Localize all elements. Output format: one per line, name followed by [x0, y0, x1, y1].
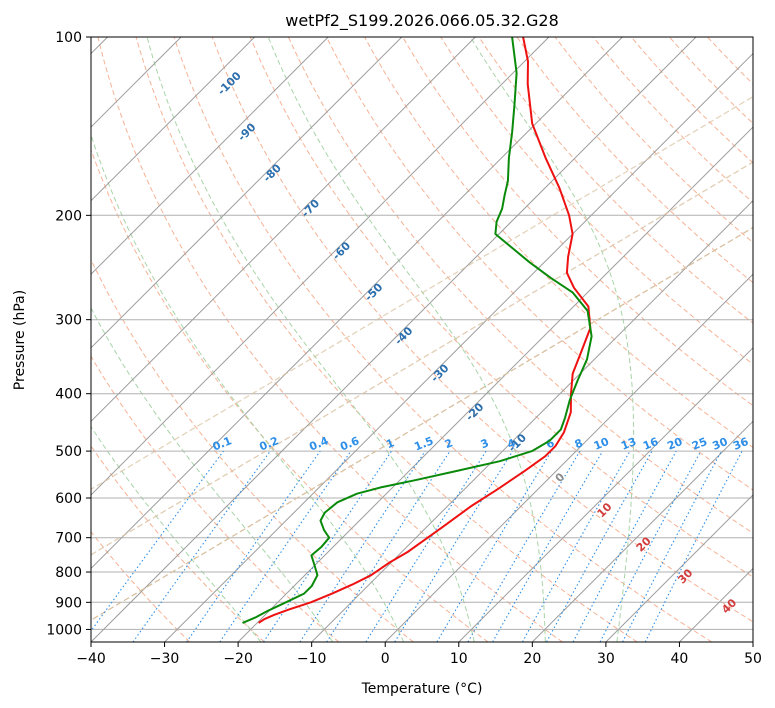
mixing-ratio-line	[299, 450, 426, 642]
isotherm-line	[91, 37, 476, 423]
x-tick-label: 0	[381, 651, 390, 667]
mixing-ratio-label: 20	[665, 435, 684, 453]
mixing-ratio-label: 10	[592, 435, 611, 453]
mixing-ratio-label: 30	[711, 435, 730, 453]
dry-adiabat-line	[211, 37, 753, 623]
mixing-ratio-line	[572, 450, 677, 642]
y-tick-label: 200	[55, 208, 82, 224]
y-tick-label: 700	[55, 531, 82, 547]
dry-adiabat-line	[326, 37, 753, 491]
x-tick-label: −40	[76, 651, 106, 667]
isotherm-line	[531, 420, 753, 642]
mixing-ratio-label: 2	[443, 436, 455, 451]
isotherm-line	[91, 37, 623, 570]
dry-adiabat-line	[516, 37, 753, 284]
y-tick-label: 300	[55, 313, 82, 329]
moist-adiabat-line	[146, 37, 475, 642]
mixing-ratio-line	[263, 450, 392, 642]
mixing-ratio-label: 36	[731, 435, 750, 453]
isotherm-line	[91, 37, 256, 202]
mixing-ratio-line	[394, 450, 514, 642]
dry-adiabat-line	[91, 445, 265, 642]
dry-adiabat-line	[402, 37, 753, 407]
mixing-ratio-line	[219, 450, 352, 642]
x-tick-label: −30	[150, 651, 180, 667]
dry-adiabat-line	[91, 355, 340, 642]
moist-adiabat-line	[91, 133, 405, 642]
moist-adiabat-line	[91, 425, 262, 642]
mixing-ratio-line	[132, 450, 271, 642]
dry-adiabat-line	[478, 37, 753, 324]
x-tick-label: −20	[223, 651, 253, 667]
y-tick-label: 500	[55, 444, 82, 460]
mixing-ratio-line	[186, 450, 321, 642]
diagram-background-lines	[91, 37, 753, 642]
mixing-ratio-label: 16	[641, 435, 660, 453]
dry-adiabat-line	[97, 37, 563, 642]
x-tick-label: 40	[671, 651, 689, 667]
sounding-profiles	[242, 37, 593, 624]
y-axis-label: Pressure (hPa)	[12, 290, 28, 390]
mixing-ratio-label: 13	[619, 435, 638, 453]
mixing-ratio-line	[326, 450, 451, 642]
moist-adiabat-line	[91, 307, 334, 642]
cloud-boundary-curve	[91, 226, 753, 621]
x-tick-label: 50	[744, 651, 762, 667]
mixing-ratio-label: 1	[384, 436, 396, 451]
isotherm-line	[311, 199, 753, 642]
plot-frame	[90, 36, 754, 643]
mixing-ratio-line	[546, 450, 653, 642]
mixing-ratio-line	[91, 450, 224, 632]
mixing-ratio-line	[644, 450, 743, 642]
x-tick-label: 20	[523, 651, 541, 667]
isotherm-line	[237, 126, 753, 642]
chart-title: wetPf2_S199.2026.066.05.32.G28	[285, 11, 559, 31]
x-tick-label: 30	[597, 651, 615, 667]
y-tick-label: 900	[55, 595, 82, 611]
dry-adiabat-line	[249, 37, 753, 578]
isotherm-line	[605, 494, 753, 642]
dry-adiabat-line	[173, 37, 713, 642]
moist-adiabat-line	[267, 37, 546, 642]
isotherm-line	[164, 52, 753, 642]
y-tick-label: 100	[55, 30, 82, 46]
x-axis-label: Temperature (°C)	[361, 681, 483, 697]
dry-adiabat-line	[91, 531, 191, 642]
isotherm-line	[91, 37, 697, 642]
mixing-ratio-line	[522, 450, 631, 642]
isotherm-line	[91, 37, 329, 275]
y-tick-label: 400	[55, 387, 82, 403]
cloud-boundary-curve	[91, 95, 753, 491]
dry-adiabat-line	[135, 37, 638, 642]
mixing-ratio-label: 3	[479, 436, 491, 451]
x-axis: −40 −30 −20 −10 0 10 20 30 40 50	[76, 642, 762, 667]
mixing-ratio-label: 25	[690, 435, 709, 453]
cloud-boundary-curve	[91, 161, 753, 556]
x-tick-label: −10	[297, 651, 327, 667]
y-tick-label: 1000	[46, 622, 82, 638]
plot-background	[91, 37, 753, 642]
dewpoint-profile-line	[242, 37, 593, 624]
x-tick-label: 10	[450, 651, 468, 667]
isotherm-line	[91, 37, 550, 496]
y-tick-label: 800	[55, 565, 82, 581]
dry-adiabat-line	[91, 148, 489, 642]
temperature-profile-line	[258, 37, 592, 624]
isotherm-line	[458, 347, 753, 642]
y-tick-label: 600	[55, 491, 82, 507]
isotherm-line	[384, 273, 753, 642]
mixing-ratio-label: 8	[573, 436, 585, 451]
isotherm-line	[91, 37, 403, 349]
y-axis: 100 200 300 400 500 600 700 800 900 1000	[46, 30, 91, 638]
